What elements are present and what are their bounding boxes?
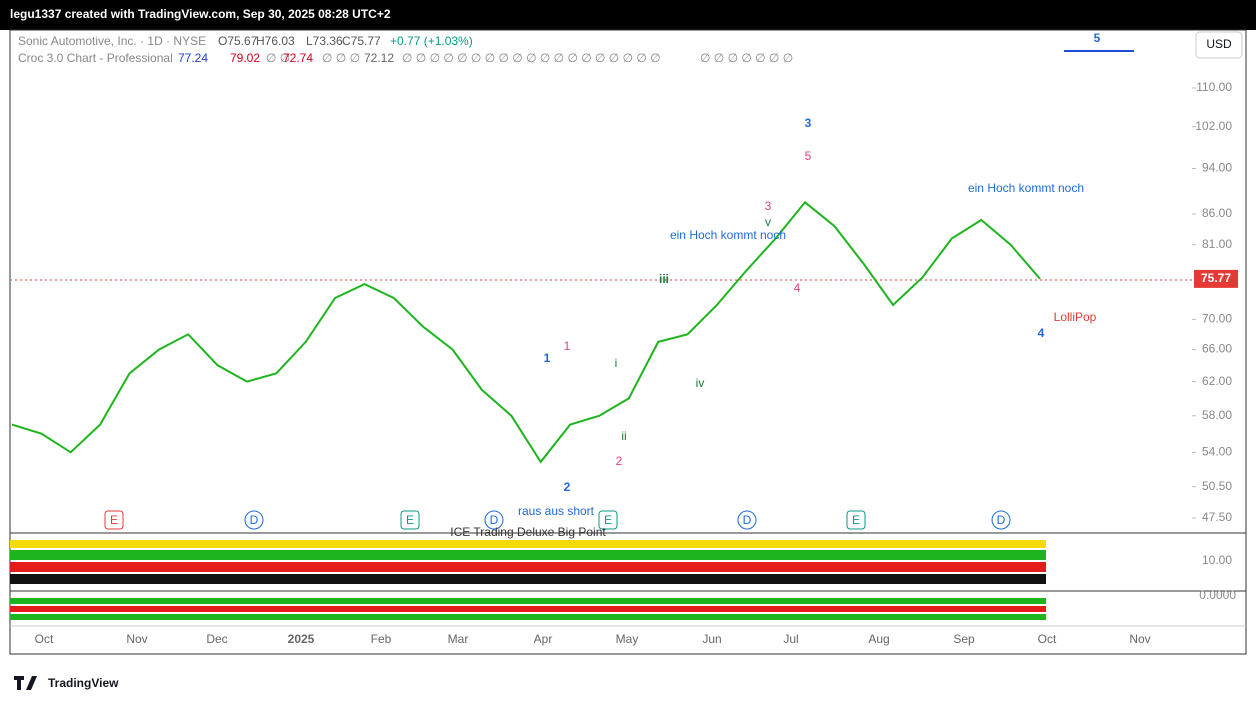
- band: [10, 606, 1046, 612]
- time-label: Jun: [702, 632, 721, 646]
- indicator-value: ∅ ∅ ∅ ∅ ∅ ∅ ∅: [700, 51, 793, 65]
- ohlc: C75.77: [342, 34, 381, 48]
- annotation: iv: [696, 376, 705, 390]
- price-label: 62.00: [1202, 374, 1232, 388]
- price-label: 54.00: [1202, 444, 1232, 458]
- event-marker: [991, 510, 1011, 530]
- annotation: 4: [794, 281, 801, 295]
- price-label: 50.50: [1202, 479, 1232, 493]
- time-label: Aug: [868, 632, 889, 646]
- event-marker: [484, 510, 504, 530]
- annotation: 1: [564, 339, 571, 353]
- event-label: D: [250, 513, 259, 527]
- indicator-value: 77.24: [178, 51, 208, 65]
- annotation: 3: [805, 116, 812, 130]
- event-label: D: [997, 513, 1006, 527]
- annotation: v: [765, 215, 771, 229]
- logo-text: TradingView: [48, 676, 119, 690]
- time-label: Jul: [783, 632, 798, 646]
- band: [10, 540, 1046, 548]
- indicator-value: 72.74: [283, 51, 313, 65]
- annotation: 4: [1038, 326, 1045, 340]
- indicator-bands: [10, 540, 1046, 620]
- indicator-value: ∅ ∅ ∅: [322, 51, 360, 65]
- indicator-value: ∅ ∅ ∅ ∅ ∅ ∅ ∅ ∅ ∅ ∅ ∅ ∅ ∅ ∅ ∅ ∅ ∅ ∅ ∅: [402, 51, 661, 65]
- panel-scale: 10.00: [1202, 553, 1232, 567]
- indicator-value: 79.02: [230, 51, 260, 65]
- panel-scale: 0.0000: [1199, 588, 1236, 602]
- event-marker: [104, 510, 124, 530]
- price-label: 110.00: [1196, 80, 1232, 94]
- price-label: 102.00: [1195, 119, 1232, 133]
- event-label: E: [110, 513, 118, 527]
- event-label: D: [743, 513, 752, 527]
- time-label: Mar: [448, 632, 469, 646]
- annotation: i: [615, 356, 618, 370]
- event-marker: [598, 510, 618, 530]
- time-label: Oct: [1038, 632, 1057, 646]
- annotation: 2: [564, 480, 571, 494]
- ohlc: O75.67: [218, 34, 258, 48]
- price-label: 94.00: [1202, 161, 1232, 175]
- annotation: LolliPop: [1054, 310, 1097, 324]
- drawing-line: [1064, 50, 1134, 52]
- ohlc: H76.03: [256, 34, 295, 48]
- annotation: raus aus short: [518, 504, 595, 518]
- band: [10, 574, 1046, 584]
- ohlc: L73.36: [306, 34, 343, 48]
- band: [10, 550, 1046, 560]
- currency-button[interactable]: [1195, 31, 1243, 59]
- annotation: ein Hoch kommt noch: [968, 181, 1084, 195]
- event-label: D: [490, 513, 499, 527]
- event-marker: [400, 510, 420, 530]
- last-price-box: [1194, 269, 1238, 288]
- price-label: 58.00: [1202, 408, 1232, 422]
- top-bar: [0, 0, 1256, 30]
- logo-icon: [14, 676, 37, 690]
- panel-title: ICE Trading Deluxe Big Point: [450, 525, 606, 539]
- time-label: May: [616, 632, 639, 646]
- band: [10, 614, 1046, 620]
- annotation: 2: [616, 454, 623, 468]
- time-label: Dec: [206, 632, 227, 646]
- price-label: 47.50: [1202, 510, 1232, 524]
- indicator-value: ∅ ∅: [266, 51, 290, 65]
- annotation: ii: [621, 429, 626, 443]
- annotation: 1: [544, 351, 551, 365]
- band: [10, 562, 1046, 572]
- time-label: Feb: [371, 632, 392, 646]
- price-label: 70.00: [1202, 312, 1232, 326]
- price-label: 86.00: [1202, 206, 1232, 220]
- time-label: Nov: [126, 632, 147, 646]
- currency: USD: [1206, 37, 1232, 51]
- event-marker: [846, 510, 866, 530]
- time-label: 2025: [288, 632, 315, 646]
- indicator-name: Croc 3.0 Chart - Professional: [18, 51, 173, 65]
- event-marker: [737, 510, 757, 530]
- annotation: 3: [765, 199, 772, 213]
- time-label: Sep: [953, 632, 975, 646]
- symbol: Sonic Automotive, Inc. · 1D · NYSE: [18, 34, 206, 48]
- event-marker: [244, 510, 264, 530]
- price-line: [11, 200, 1041, 464]
- last-price-label: 75.77: [1201, 271, 1231, 285]
- indicator-value: 72.12: [364, 51, 394, 65]
- annotation: iii: [659, 272, 669, 286]
- annotation: 5: [805, 149, 812, 163]
- event-label: E: [406, 513, 414, 527]
- annotation: ein Hoch kommt noch: [670, 228, 786, 242]
- caption: legu1337 created with TradingView.com, S…: [10, 7, 391, 21]
- price-label: 66.00: [1202, 342, 1232, 356]
- time-label: Nov: [1129, 632, 1150, 646]
- time-label: Oct: [35, 632, 54, 646]
- event-label: E: [604, 513, 612, 527]
- ohlc: +0.77 (+1.03%): [390, 34, 473, 48]
- band: [10, 598, 1046, 604]
- time-label: Apr: [534, 632, 553, 646]
- annotation: 5: [1094, 31, 1101, 45]
- event-label: E: [852, 513, 860, 527]
- price-label: 81.00: [1202, 237, 1232, 251]
